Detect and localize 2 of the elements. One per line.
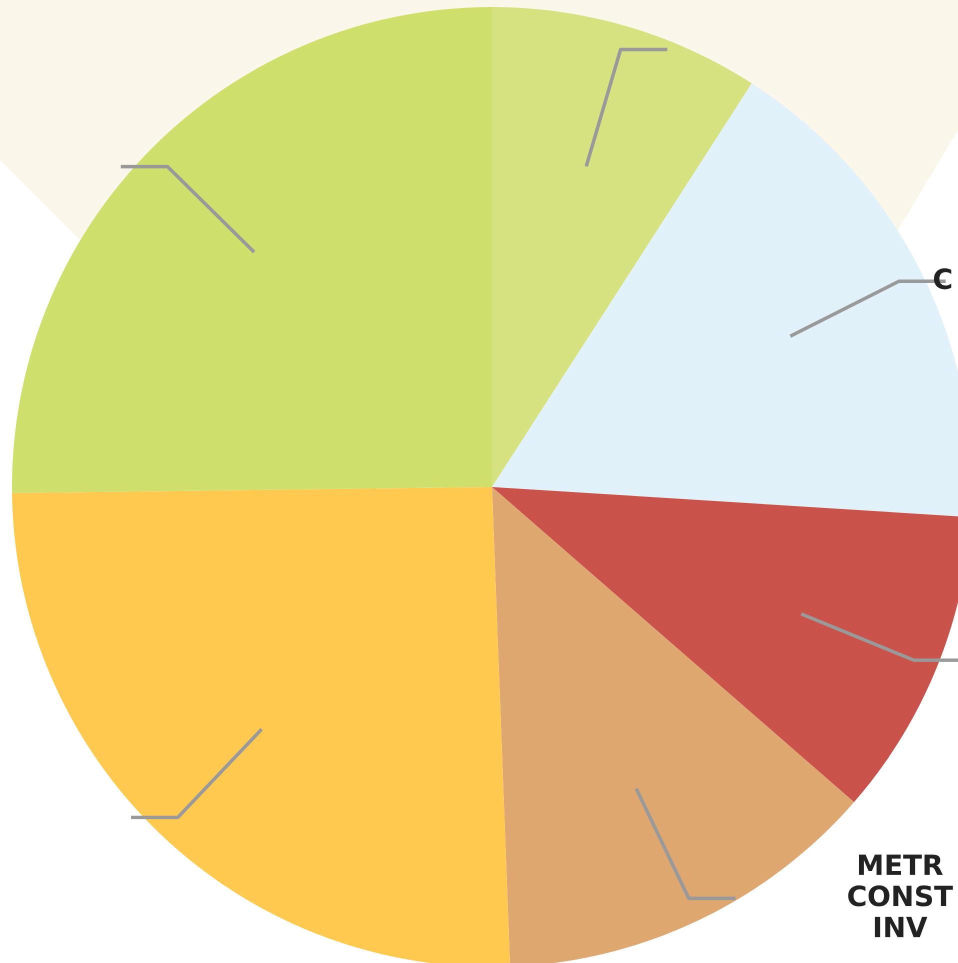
slice-label: METR CONST INV [848,854,953,938]
slice-label: C [934,268,952,290]
